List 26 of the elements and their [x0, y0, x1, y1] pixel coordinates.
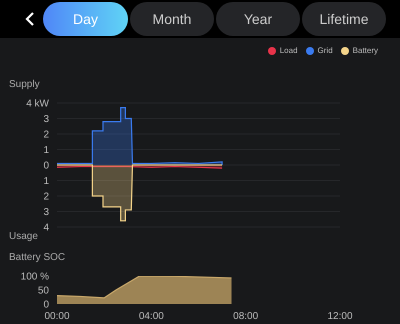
y-axis-title: Battery SOC: [9, 252, 66, 263]
legend-label: Load: [278, 46, 298, 55]
y-tick-label: 4 kW: [26, 98, 50, 110]
x-tick-label: 00:00: [44, 311, 70, 322]
y-tick-label: 2: [43, 130, 50, 141]
y-tick-label: 4: [43, 222, 50, 234]
category-label: Day: [43, 2, 128, 36]
x-tick-label: 08:00: [233, 311, 259, 322]
y-tick-label: 1: [43, 145, 50, 156]
y-tick-label: 1: [43, 176, 50, 188]
y-tick-label: 2: [43, 192, 50, 203]
x-tick-label: 04:00: [138, 311, 164, 322]
x-tick-label: 12:00: [327, 311, 353, 322]
category-label: Year: [216, 2, 300, 36]
category-label: Month: [130, 2, 214, 36]
category-label: Lifetime: [302, 2, 386, 36]
y-axis-title: Supply: [9, 79, 40, 90]
text: Usage: [9, 231, 38, 242]
y-tick-label: 0: [43, 160, 50, 172]
y-tick-label: 100 %: [20, 272, 50, 283]
y-tick-label: 0: [43, 300, 50, 311]
legend-label: Battery: [352, 46, 378, 55]
legend-label: Grid: [316, 46, 333, 55]
y-tick-label: 50: [38, 286, 50, 297]
y-tick-label: 3: [43, 114, 50, 126]
y-tick-label: 3: [43, 207, 50, 218]
